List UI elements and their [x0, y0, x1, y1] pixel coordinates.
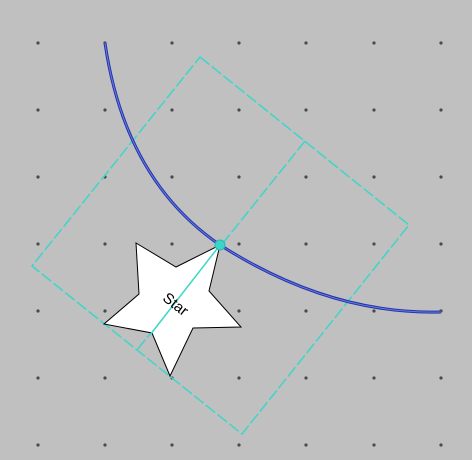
grid-dot	[372, 376, 376, 380]
grid-dot	[103, 108, 107, 112]
grid-dot	[170, 443, 174, 447]
grid-dot	[439, 242, 443, 246]
grid-dot	[439, 376, 443, 380]
grid-dot	[36, 309, 40, 313]
grid-dot	[237, 108, 241, 112]
grid-dot	[36, 175, 40, 179]
grid-dot	[237, 376, 241, 380]
grid-dot	[237, 175, 241, 179]
grid-dot	[237, 41, 241, 45]
grid-dot	[170, 242, 174, 246]
grid-dot	[372, 242, 376, 246]
grid-dot	[36, 443, 40, 447]
grid-dot	[237, 443, 241, 447]
grid-dot	[439, 41, 443, 45]
grid-dot	[304, 242, 308, 246]
grid-dot	[439, 443, 443, 447]
grid-dot	[36, 242, 40, 246]
grid-dot	[372, 41, 376, 45]
grid-dot	[103, 242, 107, 246]
grid-dot	[439, 175, 443, 179]
star-shape-group[interactable]: Star	[102, 242, 243, 378]
grid-dot	[372, 309, 376, 313]
rotation-guide-line	[149, 244, 221, 336]
grid-dot	[372, 175, 376, 179]
grid-dot	[304, 443, 308, 447]
selection-box[interactable]	[30, 55, 411, 436]
dot-grid	[36, 41, 443, 447]
grid-dot	[36, 376, 40, 380]
grid-dot	[304, 108, 308, 112]
grid-dot	[103, 443, 107, 447]
grid-dot	[304, 376, 308, 380]
grid-dot	[103, 376, 107, 380]
grid-dot	[304, 41, 308, 45]
grid-dot	[304, 175, 308, 179]
grid-dot	[36, 41, 40, 45]
grid-dot	[372, 108, 376, 112]
grid-dot	[439, 108, 443, 112]
grid-dot	[36, 108, 40, 112]
grid-dot	[170, 175, 174, 179]
grid-dot	[103, 309, 107, 313]
grid-dot	[237, 242, 241, 246]
grid-dot	[237, 309, 241, 313]
grid-dot	[304, 309, 308, 313]
grid-dot	[170, 108, 174, 112]
grid-dot	[170, 41, 174, 45]
rotation-handle[interactable]	[214, 239, 226, 251]
grid-dot	[372, 443, 376, 447]
